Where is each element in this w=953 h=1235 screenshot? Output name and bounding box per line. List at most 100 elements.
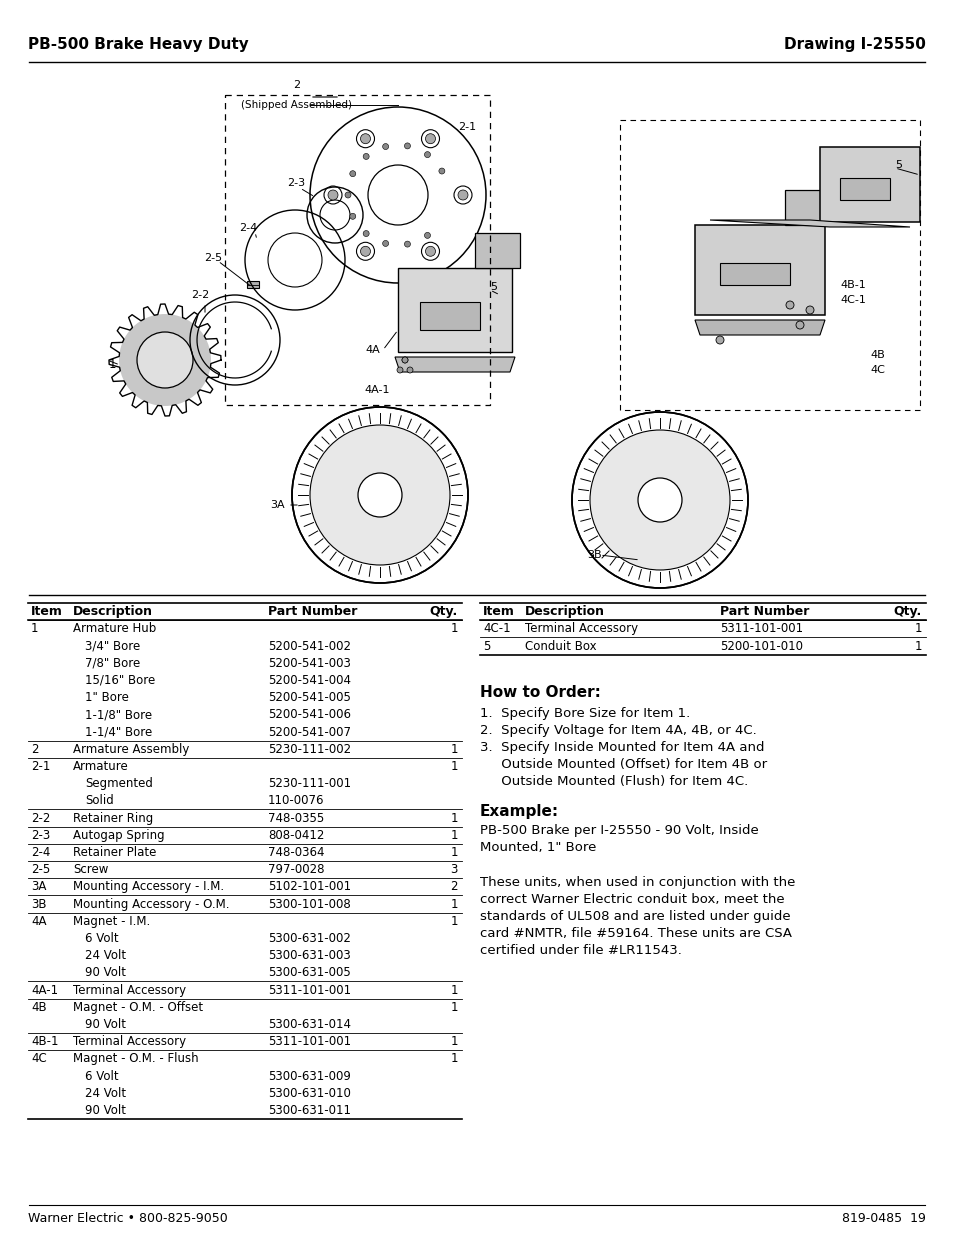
Text: Mounting Accessory - O.M.: Mounting Accessory - O.M. — [73, 898, 230, 910]
Text: 4A-1: 4A-1 — [30, 983, 58, 997]
Text: 2: 2 — [450, 881, 457, 893]
FancyBboxPatch shape — [784, 190, 829, 225]
Text: 4B: 4B — [869, 350, 883, 359]
Text: Qty.: Qty. — [893, 605, 921, 618]
Text: 1.  Specify Bore Size for Item 1.: 1. Specify Bore Size for Item 1. — [479, 706, 690, 720]
Text: Qty.: Qty. — [429, 605, 457, 618]
Text: 4C: 4C — [869, 366, 884, 375]
Text: 4B-1: 4B-1 — [30, 1035, 58, 1049]
Text: Armature Hub: Armature Hub — [73, 622, 156, 635]
Text: 2-1: 2-1 — [457, 122, 476, 132]
Text: 797-0028: 797-0028 — [268, 863, 324, 876]
Text: 4C: 4C — [30, 1052, 47, 1066]
Text: 1-1/4" Bore: 1-1/4" Bore — [85, 725, 152, 739]
Text: 1: 1 — [450, 829, 457, 842]
Text: 5300-631-002: 5300-631-002 — [268, 932, 351, 945]
Text: 90 Volt: 90 Volt — [85, 1104, 126, 1116]
Text: 4C-1: 4C-1 — [482, 622, 510, 635]
Text: 1: 1 — [450, 1035, 457, 1049]
Text: 5102-101-001: 5102-101-001 — [268, 881, 351, 893]
Text: 5311-101-001: 5311-101-001 — [720, 622, 802, 635]
Circle shape — [382, 241, 388, 247]
Text: 2-2: 2-2 — [191, 290, 209, 300]
Text: 5300-631-003: 5300-631-003 — [268, 950, 351, 962]
Text: 4A: 4A — [30, 915, 47, 927]
Polygon shape — [695, 320, 824, 335]
Text: 5300-631-009: 5300-631-009 — [268, 1070, 351, 1083]
Text: Retainer Ring: Retainer Ring — [73, 811, 153, 825]
Text: Segmented: Segmented — [85, 777, 152, 790]
Text: 1" Bore: 1" Bore — [85, 692, 129, 704]
Text: correct Warner Electric conduit box, meet the: correct Warner Electric conduit box, mee… — [479, 893, 783, 905]
Text: 5300-631-011: 5300-631-011 — [268, 1104, 351, 1116]
Circle shape — [638, 478, 681, 522]
Circle shape — [360, 246, 370, 257]
Text: Solid: Solid — [85, 794, 113, 808]
Circle shape — [382, 143, 388, 149]
Text: 2-4: 2-4 — [30, 846, 51, 858]
FancyBboxPatch shape — [820, 147, 919, 222]
Text: 1: 1 — [450, 1052, 457, 1066]
Text: 5200-541-006: 5200-541-006 — [268, 709, 351, 721]
Text: Mounting Accessory - I.M.: Mounting Accessory - I.M. — [73, 881, 224, 893]
Circle shape — [292, 408, 468, 583]
Circle shape — [404, 143, 410, 149]
Circle shape — [310, 425, 450, 564]
Text: Mounted, 1" Bore: Mounted, 1" Bore — [479, 841, 596, 853]
Text: certified under file #LR11543.: certified under file #LR11543. — [479, 944, 681, 957]
Circle shape — [589, 430, 729, 571]
Text: 1: 1 — [450, 760, 457, 773]
Text: Drawing I-25550: Drawing I-25550 — [783, 37, 925, 52]
Circle shape — [360, 133, 370, 143]
Circle shape — [350, 170, 355, 177]
Text: card #NMTR, file #59164. These units are CSA: card #NMTR, file #59164. These units are… — [479, 926, 791, 940]
Text: These units, when used in conjunction with the: These units, when used in conjunction wi… — [479, 876, 795, 889]
Text: How to Order:: How to Order: — [479, 684, 600, 699]
Text: 5: 5 — [894, 161, 901, 170]
Text: 2-1: 2-1 — [30, 760, 51, 773]
FancyBboxPatch shape — [475, 233, 519, 268]
Text: 3B: 3B — [587, 550, 601, 559]
Text: 110-0076: 110-0076 — [268, 794, 324, 808]
Text: 748-0364: 748-0364 — [268, 846, 324, 858]
Text: 3A: 3A — [30, 881, 47, 893]
Text: Part Number: Part Number — [268, 605, 357, 618]
Text: 5200-541-005: 5200-541-005 — [268, 692, 351, 704]
Text: 4B-1: 4B-1 — [840, 280, 864, 290]
Text: Outside Mounted (Flush) for Item 4C.: Outside Mounted (Flush) for Item 4C. — [479, 774, 747, 788]
FancyBboxPatch shape — [247, 282, 258, 288]
Text: 1: 1 — [450, 915, 457, 927]
Text: Magnet - O.M. - Flush: Magnet - O.M. - Flush — [73, 1052, 198, 1066]
Polygon shape — [395, 357, 515, 372]
Text: PB-500 Brake per I-25550 - 90 Volt, Inside: PB-500 Brake per I-25550 - 90 Volt, Insi… — [479, 824, 758, 836]
Circle shape — [363, 153, 369, 159]
Text: Description: Description — [524, 605, 604, 618]
Polygon shape — [695, 225, 824, 315]
Text: 6 Volt: 6 Volt — [85, 1070, 118, 1083]
Text: 2: 2 — [30, 742, 38, 756]
Text: Terminal Accessory: Terminal Accessory — [73, 983, 186, 997]
FancyBboxPatch shape — [840, 178, 889, 200]
Text: 3.  Specify Inside Mounted for Item 4A and: 3. Specify Inside Mounted for Item 4A an… — [479, 741, 763, 753]
Circle shape — [401, 357, 408, 363]
Text: 748-0355: 748-0355 — [268, 811, 324, 825]
Text: 1: 1 — [914, 622, 921, 635]
Text: PB-500 Brake Heavy Duty: PB-500 Brake Heavy Duty — [28, 37, 249, 52]
Text: Armature Assembly: Armature Assembly — [73, 742, 190, 756]
Circle shape — [404, 241, 410, 247]
Text: 2.  Specify Voltage for Item 4A, 4B, or 4C.: 2. Specify Voltage for Item 4A, 4B, or 4… — [479, 724, 756, 736]
Circle shape — [424, 232, 430, 238]
Text: 6 Volt: 6 Volt — [85, 932, 118, 945]
Text: 4B: 4B — [30, 1000, 47, 1014]
Text: 1: 1 — [450, 1000, 457, 1014]
Text: Description: Description — [73, 605, 152, 618]
FancyBboxPatch shape — [720, 263, 789, 285]
Text: 5200-541-007: 5200-541-007 — [268, 725, 351, 739]
Circle shape — [457, 190, 468, 200]
Circle shape — [425, 133, 435, 143]
Text: 3/4" Bore: 3/4" Bore — [85, 640, 140, 652]
Text: 5300-631-014: 5300-631-014 — [268, 1018, 351, 1031]
Text: 5200-541-002: 5200-541-002 — [268, 640, 351, 652]
Text: 90 Volt: 90 Volt — [85, 966, 126, 979]
Text: 3B: 3B — [30, 898, 47, 910]
